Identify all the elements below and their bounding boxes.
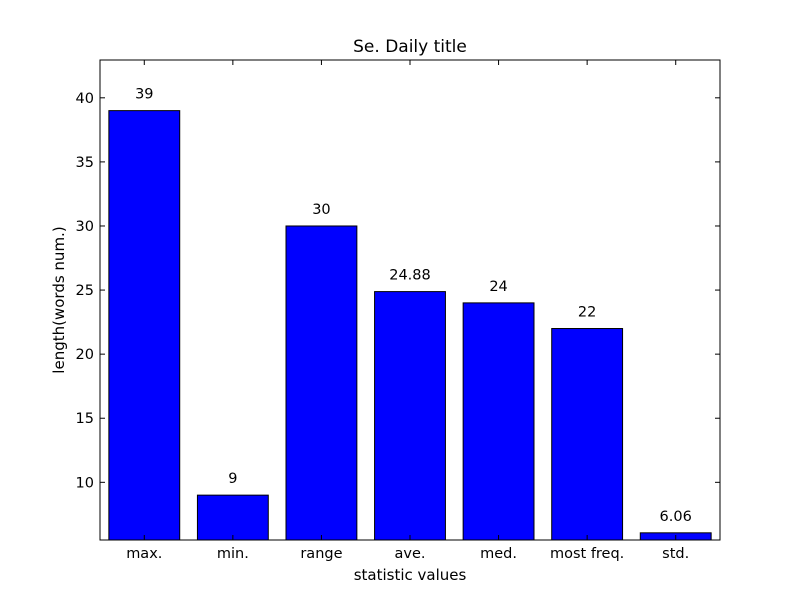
data-label-6: 6.06 bbox=[660, 509, 692, 525]
x-tick-label-1: min. bbox=[217, 546, 249, 562]
plot-frame bbox=[99, 59, 721, 541]
bar-0 bbox=[108, 110, 181, 541]
data-label-0: 39 bbox=[135, 87, 153, 103]
y-axis-label: length(words num.) bbox=[50, 226, 68, 373]
bar-5 bbox=[551, 328, 624, 541]
data-label-1: 9 bbox=[228, 471, 237, 487]
x-tick-label-6: std. bbox=[662, 546, 689, 562]
data-label-2: 30 bbox=[312, 202, 330, 218]
chart-title: Se. Daily title bbox=[353, 37, 467, 57]
y-tick-label-5: 35 bbox=[76, 155, 94, 171]
bar-1 bbox=[196, 494, 269, 541]
bar-2 bbox=[285, 225, 358, 541]
y-tick-label-2: 20 bbox=[76, 347, 94, 363]
bar-3 bbox=[374, 291, 446, 541]
bar-4 bbox=[462, 302, 535, 541]
bars-layer bbox=[108, 110, 712, 541]
x-axis-label: statistic values bbox=[354, 566, 467, 584]
data-label-5: 22 bbox=[578, 305, 596, 321]
ticks-layer bbox=[100, 60, 720, 540]
labels-layer: 39 max. 9 min. 30 range 24.88 ave. 24 med. 22 most … bbox=[76, 87, 692, 562]
x-tick-label-5: most freq. bbox=[550, 546, 624, 562]
x-tick-label-0: max. bbox=[126, 546, 162, 562]
x-tick-label-4: med. bbox=[480, 546, 517, 562]
data-label-4: 24 bbox=[489, 279, 507, 295]
x-tick-label-3: ave. bbox=[395, 546, 426, 562]
y-tick-label-6: 40 bbox=[76, 91, 94, 107]
y-tick-label-0: 10 bbox=[76, 475, 94, 491]
y-tick-label-4: 30 bbox=[76, 219, 94, 235]
data-label-3: 24.88 bbox=[389, 268, 431, 284]
y-tick-label-3: 25 bbox=[76, 283, 94, 299]
y-tick-label-1: 15 bbox=[76, 411, 94, 427]
x-tick-label-2: range bbox=[300, 546, 342, 562]
